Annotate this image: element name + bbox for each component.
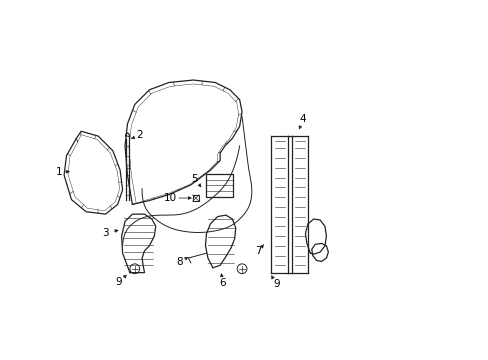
Text: 10: 10: [163, 193, 177, 203]
Bar: [192, 195, 199, 201]
Text: 7: 7: [254, 246, 261, 256]
Text: 4: 4: [299, 114, 305, 124]
Text: 5: 5: [191, 174, 198, 184]
Text: 1: 1: [56, 167, 62, 177]
Text: 9: 9: [272, 279, 279, 289]
Text: 3: 3: [102, 228, 109, 238]
Text: 6: 6: [219, 278, 225, 288]
Bar: [206, 174, 233, 197]
Text: 9: 9: [116, 277, 122, 287]
Text: 8: 8: [176, 257, 183, 267]
Text: 2: 2: [136, 130, 142, 140]
